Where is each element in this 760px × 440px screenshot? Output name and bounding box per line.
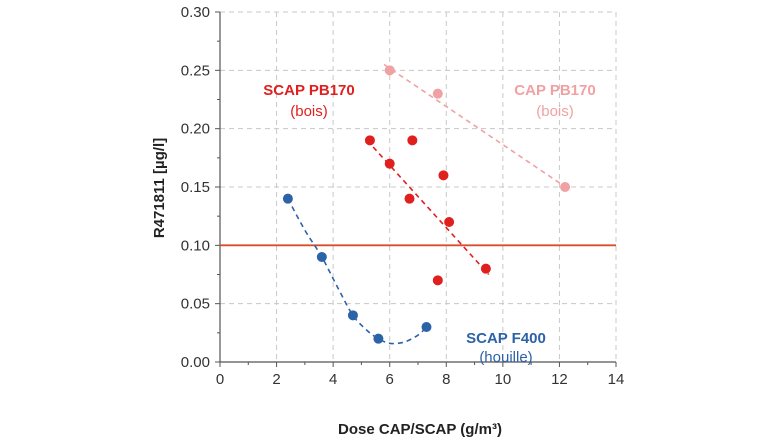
x-axis-title: Dose CAP/SCAP (g/m³) bbox=[338, 421, 502, 438]
axes: 0 2 4 6 8 10 12 14 0.00 0.05 0.10 0.15 0.20 0.25 0.30 bbox=[181, 4, 625, 388]
x-tick-label: 4 bbox=[329, 371, 337, 388]
y-axis-title: R471811 [µg/l] bbox=[151, 138, 168, 238]
x-tick-label: 12 bbox=[551, 371, 568, 388]
y-tick-label: 0.05 bbox=[181, 296, 210, 313]
data-point bbox=[384, 65, 395, 76]
data-point bbox=[373, 333, 384, 344]
trend-line-0 bbox=[287, 198, 428, 345]
series-label-cap-pb170: CAP PB170 bbox=[514, 82, 595, 99]
labels: Dose CAP/SCAP (g/m³) R471811 [µg/l] SCAP… bbox=[151, 82, 596, 438]
y-tick-label: 0.20 bbox=[181, 121, 210, 138]
trend-line-1 bbox=[366, 139, 490, 276]
y-tick-label: 0.25 bbox=[181, 62, 210, 79]
data-point bbox=[384, 158, 395, 169]
x-tick-label: 0 bbox=[216, 371, 224, 388]
data-point bbox=[432, 88, 443, 99]
series-label-scap-f400: SCAP F400 bbox=[466, 330, 546, 347]
y-tick-label: 0.10 bbox=[181, 237, 210, 254]
data-point bbox=[444, 217, 455, 227]
x-tick-label: 2 bbox=[272, 371, 280, 388]
x-tick-label: 8 bbox=[442, 371, 450, 388]
series-sub-scap-f400: (houille) bbox=[479, 349, 532, 366]
y-tick-label: 0.30 bbox=[181, 4, 210, 21]
data-point bbox=[560, 182, 571, 192]
x-tick-label: 14 bbox=[608, 371, 625, 388]
data-point bbox=[407, 135, 418, 146]
data-point bbox=[421, 322, 432, 332]
trend-line-2 bbox=[383, 63, 572, 192]
data-point bbox=[432, 275, 443, 286]
data-point bbox=[438, 170, 449, 181]
data-points bbox=[282, 65, 571, 344]
data-point bbox=[404, 193, 415, 204]
x-tick-label: 6 bbox=[386, 371, 394, 388]
series-sub-scap-pb170: (bois) bbox=[290, 103, 328, 120]
data-point bbox=[347, 310, 358, 321]
data-point bbox=[364, 135, 375, 146]
y-tick-label: 0.15 bbox=[181, 179, 210, 196]
data-point bbox=[480, 263, 491, 274]
data-point bbox=[316, 252, 327, 262]
y-tick-label: 0.00 bbox=[181, 354, 210, 371]
trend-lines bbox=[287, 63, 572, 345]
series-label-scap-pb170: SCAP PB170 bbox=[263, 82, 354, 99]
data-point bbox=[282, 193, 293, 204]
series-sub-cap-pb170: (bois) bbox=[536, 103, 574, 120]
grid bbox=[220, 11, 617, 362]
x-tick-label: 10 bbox=[495, 371, 512, 388]
